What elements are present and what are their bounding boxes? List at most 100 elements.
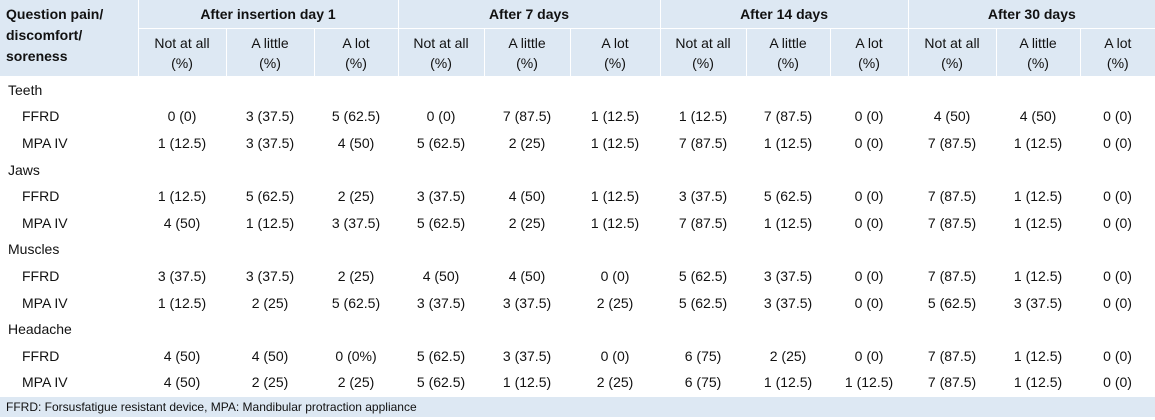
cell: 0 (0)	[426, 108, 456, 125]
cell: 2 (25)	[251, 294, 289, 311]
cell: 5 (62.5)	[416, 134, 466, 151]
cell: 1 (12.5)	[763, 374, 813, 391]
cell: 0 (0%)	[335, 347, 377, 364]
row-label: MPA IV	[22, 214, 68, 231]
cell: 4 (50)	[422, 267, 460, 284]
cell: 4 (50)	[933, 108, 971, 125]
cell: 4 (50)	[251, 347, 289, 364]
cell: 3 (37.5)	[416, 294, 466, 311]
column-header: A lot (%)	[569, 28, 661, 76]
cell: 4 (50)	[163, 214, 201, 231]
column-header: A little (%)	[483, 28, 571, 76]
cell: 4 (50)	[163, 374, 201, 391]
cell: 0 (0)	[1103, 188, 1132, 205]
cell: 5 (62.5)	[678, 294, 728, 311]
header-line: (%)	[941, 54, 963, 71]
cell: 4 (50)	[508, 267, 546, 284]
header-line: (%)	[858, 54, 880, 71]
row-label: FFRD	[22, 188, 60, 205]
column-header: Not at all (%)	[659, 28, 747, 76]
cell: 0 (0)	[600, 267, 630, 284]
cell: 2 (25)	[596, 294, 634, 311]
row-label: FFRD	[22, 347, 60, 364]
header-line: (%)	[171, 54, 193, 71]
cell: 1 (12.5)	[1013, 134, 1063, 151]
section-label: Headache	[8, 321, 72, 338]
cell: 4 (50)	[163, 347, 201, 364]
cell: 2 (25)	[508, 214, 546, 231]
cell: 1 (12.5)	[590, 134, 640, 151]
section-label: Muscles	[8, 241, 60, 258]
cell: 4 (50)	[508, 188, 546, 205]
cell: 1 (12.5)	[502, 374, 552, 391]
group-header: After 30 days	[907, 0, 1155, 29]
column-header: Not at all (%)	[907, 28, 997, 76]
group-header: After 7 days	[397, 0, 661, 29]
row-label: FFRD	[22, 267, 60, 284]
cell: 3 (37.5)	[245, 108, 295, 125]
cell: 5 (62.5)	[416, 214, 466, 231]
cell: 2 (25)	[337, 188, 375, 205]
section-row: Muscles	[0, 236, 1155, 263]
cell: 2 (25)	[508, 134, 546, 151]
row-label: MPA IV	[22, 374, 68, 391]
header-row: Question pain/discomfort/soreness After i…	[0, 0, 1155, 77]
header-line: (%)	[516, 54, 538, 71]
cell: 5 (62.5)	[331, 294, 381, 311]
cell: 7 (87.5)	[927, 267, 977, 284]
row-label: MPA IV	[22, 294, 68, 311]
header-line: (%)	[777, 54, 799, 71]
cell: 2 (25)	[769, 347, 807, 364]
column-header: A lot (%)	[313, 28, 399, 76]
cell: 0 (0)	[1103, 347, 1132, 364]
cell: 0 (0)	[854, 214, 884, 231]
data-row: FFRD 3 (37.5) 3 (37.5) 2 (25) 4 (50) 4 (50) 0 …	[0, 263, 1155, 290]
header-line: A lot	[342, 34, 370, 51]
cell: 7 (87.5)	[927, 374, 977, 391]
cell: 7 (87.5)	[502, 108, 552, 125]
corner-header: Question pain/discomfort/soreness	[0, 0, 138, 77]
cell: 3 (37.5)	[245, 267, 295, 284]
cell: 1 (12.5)	[157, 188, 207, 205]
section-label: Teeth	[8, 81, 43, 98]
cell: 1 (12.5)	[1013, 374, 1063, 391]
cell: 0 (0)	[1103, 294, 1132, 311]
cell: 7 (87.5)	[763, 108, 813, 125]
cell: 0 (0)	[167, 108, 197, 125]
header-line: A little	[251, 34, 289, 51]
cell: 7 (87.5)	[927, 347, 977, 364]
cell: 5 (62.5)	[927, 294, 977, 311]
cell: 7 (87.5)	[678, 214, 728, 231]
column-header: A lot (%)	[1079, 28, 1155, 76]
cell: 1 (12.5)	[678, 108, 728, 125]
cell: 3 (37.5)	[157, 267, 207, 284]
cell: 1 (12.5)	[157, 294, 207, 311]
header-line: (%)	[692, 54, 714, 71]
cell: 2 (25)	[251, 374, 289, 391]
column-header: A little (%)	[745, 28, 831, 76]
cell: 0 (0)	[854, 267, 884, 284]
cell: 2 (25)	[596, 374, 634, 391]
section-row: Teeth	[0, 76, 1155, 103]
cell: 3 (37.5)	[763, 294, 813, 311]
header-line: discomfort/	[6, 27, 83, 43]
data-row: FFRD 1 (12.5) 5 (62.5) 2 (25) 3 (37.5) 4 (50)…	[0, 183, 1155, 210]
cell: 1 (12.5)	[590, 188, 640, 205]
cell: 4 (50)	[1019, 108, 1057, 125]
cell: 7 (87.5)	[678, 134, 728, 151]
data-row: MPA IV 1 (12.5) 2 (25) 5 (62.5) 3 (37.5) 3 (3…	[0, 289, 1155, 316]
cell: 1 (12.5)	[245, 214, 295, 231]
cell: 7 (87.5)	[927, 188, 977, 205]
header-line: (%)	[345, 54, 367, 71]
data-table: Question pain/discomfort/soreness After i…	[0, 0, 1155, 391]
header-line: A little	[1019, 34, 1057, 51]
data-row: MPA IV 4 (50) 1 (12.5) 3 (37.5) 5 (62.5) 2 (2…	[0, 209, 1155, 236]
header-line: soreness	[6, 48, 68, 64]
header-line: Not at all	[413, 34, 469, 51]
column-header: Not at all (%)	[137, 28, 226, 76]
cell: 0 (0)	[854, 134, 884, 151]
header-line: A little	[508, 34, 546, 51]
header-line: Not at all	[154, 34, 210, 51]
header-line: A lot	[601, 34, 629, 51]
